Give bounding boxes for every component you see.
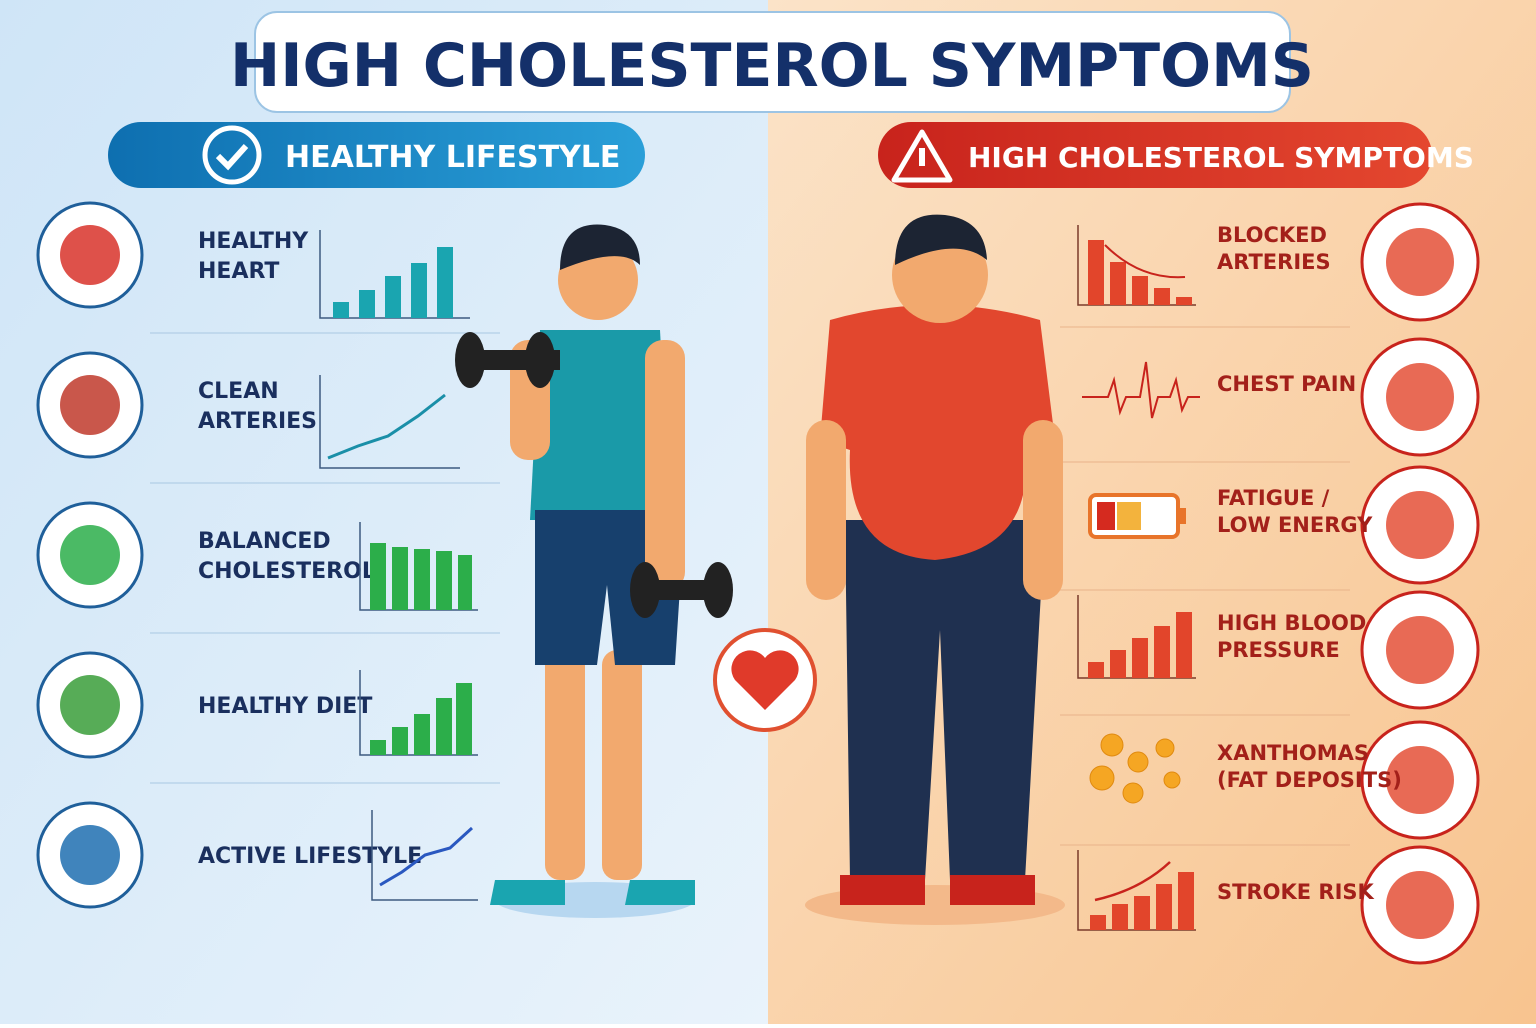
item-label: HEART	[198, 259, 279, 284]
item-label: FATIGUE /	[1217, 486, 1330, 510]
mini-line	[327, 393, 446, 460]
mini-bars	[1088, 240, 1194, 930]
trend-arrow	[1104, 244, 1186, 279]
check-mark	[215, 143, 249, 171]
icon	[60, 675, 120, 735]
ecg-line	[1082, 361, 1200, 419]
left-heading: HEALTHY LIFESTYLE	[285, 140, 620, 175]
title-box	[254, 11, 1291, 113]
icon	[1386, 871, 1454, 939]
item-label: CHOLESTEROL	[198, 559, 376, 584]
item-label: XANTHOMAS	[1217, 741, 1369, 765]
warning-icon	[891, 129, 953, 183]
item-label: (FAT DEPOSITS)	[1217, 768, 1402, 792]
item-label: ARTERIES	[198, 409, 317, 434]
item-label: BLOCKED	[1217, 223, 1327, 247]
mini-bars	[370, 683, 472, 755]
item-label: ARTERIES	[1217, 250, 1331, 274]
unhealthy-person	[805, 214, 1065, 925]
mini-bars	[370, 543, 472, 610]
item-label: PRESSURE	[1217, 638, 1340, 662]
icon	[60, 375, 120, 435]
check-icon	[202, 125, 262, 185]
item-label: STROKE RISK	[1217, 880, 1375, 904]
item-label: LOW ENERGY	[1217, 513, 1373, 537]
left-heading-pill	[108, 122, 645, 188]
item-label: HEALTHY DIET	[198, 694, 372, 719]
icon	[1386, 746, 1454, 814]
battery-level	[1117, 502, 1141, 530]
mini-line	[379, 826, 474, 887]
item-label: CHEST PAIN	[1217, 372, 1356, 396]
icon	[1386, 228, 1454, 296]
title: HIGH CHOLESTEROL SYMPTOMS	[230, 31, 1314, 101]
battery-level	[1097, 502, 1115, 530]
battery-tip	[1180, 508, 1186, 524]
item-label: ACTIVE LIFESTYLE	[198, 844, 422, 869]
icon	[60, 825, 120, 885]
right-heading-pill	[878, 122, 1432, 188]
item-label: CLEAN	[198, 379, 279, 404]
mini-bars	[333, 247, 453, 318]
trend-arrow	[1094, 861, 1171, 902]
icon	[1386, 491, 1454, 559]
icon	[60, 525, 120, 585]
right-heading: HIGH CHOLESTEROL SYMPTOMS	[968, 141, 1474, 174]
item-label: BALANCED	[198, 529, 331, 554]
heart-icon	[731, 650, 799, 710]
warning-mark	[919, 148, 925, 166]
fat-deposits	[1089, 733, 1181, 804]
icon	[1386, 616, 1454, 684]
healthy-person	[455, 224, 733, 918]
item-label: HEALTHY	[198, 229, 309, 254]
icon	[60, 225, 120, 285]
icon	[1386, 363, 1454, 431]
item-label: HIGH BLOOD	[1217, 611, 1366, 635]
